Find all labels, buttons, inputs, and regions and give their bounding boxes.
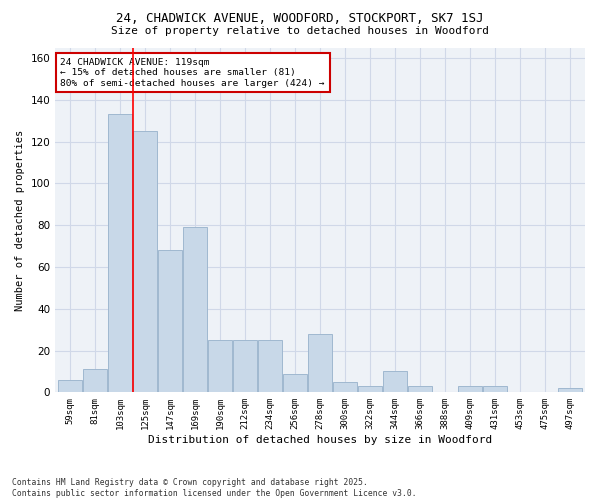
Bar — [83, 370, 107, 392]
Bar — [333, 382, 357, 392]
X-axis label: Distribution of detached houses by size in Woodford: Distribution of detached houses by size … — [148, 435, 492, 445]
Bar — [308, 334, 332, 392]
Bar — [208, 340, 232, 392]
Bar — [283, 374, 307, 392]
Bar — [58, 380, 82, 392]
Text: 24, CHADWICK AVENUE, WOODFORD, STOCKPORT, SK7 1SJ: 24, CHADWICK AVENUE, WOODFORD, STOCKPORT… — [116, 12, 484, 26]
Bar — [458, 386, 482, 392]
Bar — [158, 250, 182, 392]
Bar — [483, 386, 507, 392]
Text: Contains HM Land Registry data © Crown copyright and database right 2025.
Contai: Contains HM Land Registry data © Crown c… — [12, 478, 416, 498]
Text: Size of property relative to detached houses in Woodford: Size of property relative to detached ho… — [111, 26, 489, 36]
Bar — [233, 340, 257, 392]
Bar — [558, 388, 582, 392]
Y-axis label: Number of detached properties: Number of detached properties — [15, 130, 25, 310]
Bar — [183, 227, 207, 392]
Bar — [358, 386, 382, 392]
Bar — [408, 386, 432, 392]
Bar — [133, 131, 157, 392]
Bar — [258, 340, 282, 392]
Bar — [108, 114, 132, 392]
Bar — [383, 372, 407, 392]
Text: 24 CHADWICK AVENUE: 119sqm
← 15% of detached houses are smaller (81)
80% of semi: 24 CHADWICK AVENUE: 119sqm ← 15% of deta… — [61, 58, 325, 88]
